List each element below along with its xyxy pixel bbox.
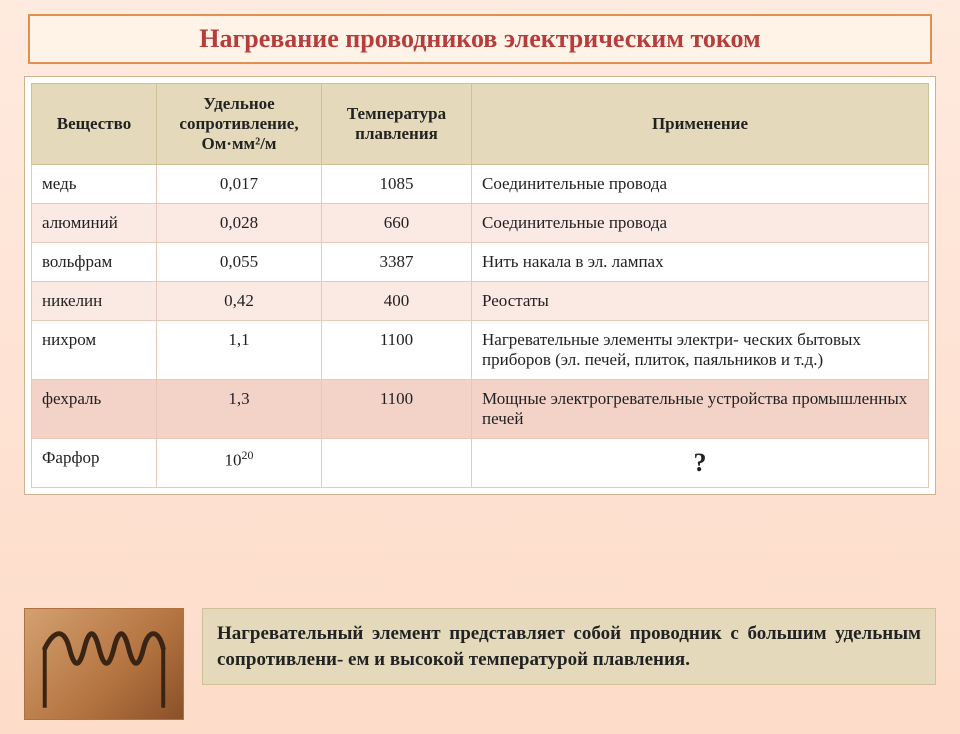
cell-substance: вольфрам (32, 243, 157, 282)
table-row: фехраль1,31100Мощные электрогревательные… (32, 380, 929, 439)
cell-melting: 1085 (322, 165, 472, 204)
cell-application: Реостаты (472, 282, 929, 321)
table-row: вольфрам0,0553387Нить накала в эл. лампа… (32, 243, 929, 282)
col-application: Применение (472, 84, 929, 165)
title-bar: Нагревание проводников электрическим ток… (28, 14, 932, 64)
table-row: алюминий0,028660Соединительные провода (32, 204, 929, 243)
cell-substance: нихром (32, 321, 157, 380)
table-row: Фарфор1020? (32, 439, 929, 488)
cell-application: ? (472, 439, 929, 488)
cell-melting: 3387 (322, 243, 472, 282)
footer: Нагревательный элемент представляет собо… (24, 608, 936, 720)
materials-table: Вещество Удельное сопротивление, Ом·мм²/… (31, 83, 929, 488)
cell-application: Нагревательные элементы электри- ческих … (472, 321, 929, 380)
cell-melting (322, 439, 472, 488)
cell-application: Соединительные провода (472, 204, 929, 243)
cell-substance: медь (32, 165, 157, 204)
cell-application: Нить накала в эл. лампах (472, 243, 929, 282)
cell-resistivity: 0,017 (157, 165, 322, 204)
page-title: Нагревание проводников электрическим ток… (40, 24, 920, 54)
cell-resistivity: 0,055 (157, 243, 322, 282)
cell-resistivity: 1020 (157, 439, 322, 488)
cell-resistivity: 0,42 (157, 282, 322, 321)
table-row: медь0,0171085Соединительные провода (32, 165, 929, 204)
cell-substance: никелин (32, 282, 157, 321)
col-melting: Температура плавления (322, 84, 472, 165)
cell-resistivity: 1,3 (157, 380, 322, 439)
table-row: никелин0,42400Реостаты (32, 282, 929, 321)
cell-substance: фехраль (32, 380, 157, 439)
cell-melting: 400 (322, 282, 472, 321)
cell-resistivity: 0,028 (157, 204, 322, 243)
cell-application: Мощные электрогревательные устройства пр… (472, 380, 929, 439)
cell-substance: алюминий (32, 204, 157, 243)
cell-resistivity: 1,1 (157, 321, 322, 380)
cell-melting: 1100 (322, 380, 472, 439)
cell-melting: 660 (322, 204, 472, 243)
heating-coil-image (24, 608, 184, 720)
content-panel: Вещество Удельное сопротивление, Ом·мм²/… (24, 76, 936, 495)
cell-substance: Фарфор (32, 439, 157, 488)
cell-application: Соединительные провода (472, 165, 929, 204)
note-box: Нагревательный элемент представляет собо… (202, 608, 936, 685)
coil-icon (25, 609, 183, 720)
cell-melting: 1100 (322, 321, 472, 380)
table-row: нихром1,11100Нагревательные элементы эле… (32, 321, 929, 380)
col-substance: Вещество (32, 84, 157, 165)
col-resistivity: Удельное сопротивление, Ом·мм²/м (157, 84, 322, 165)
